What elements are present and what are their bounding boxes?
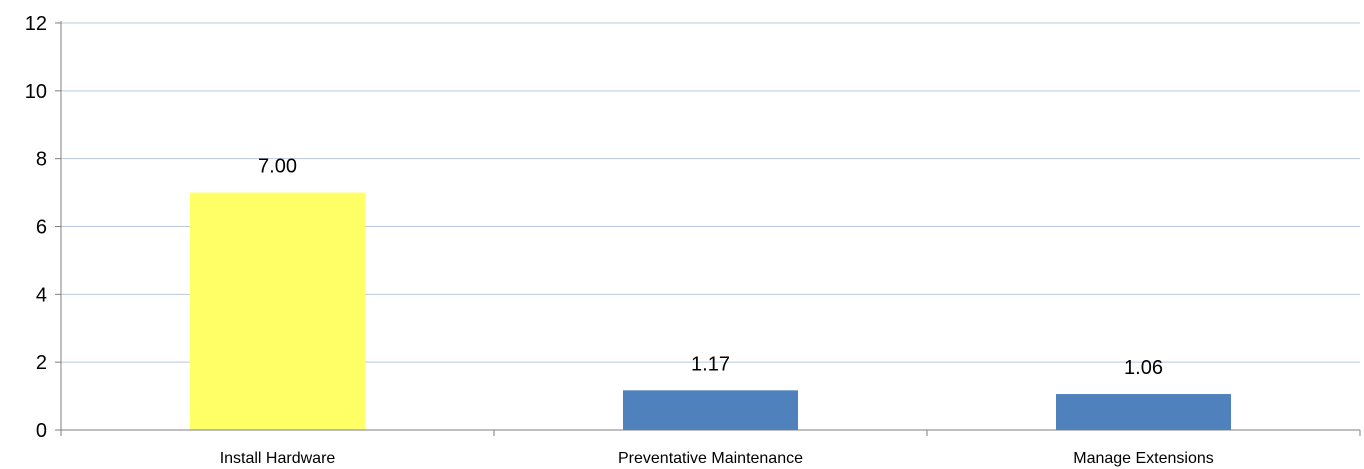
y-tick-label: 0 <box>36 420 47 442</box>
bar-manage-extensions <box>1056 394 1231 430</box>
data-label: 7.00 <box>258 156 297 178</box>
category-label: Preventative Maintenance <box>618 450 803 467</box>
data-labels: 7.00 1.17 1.06 <box>258 156 1163 379</box>
bar-install-hardware <box>190 192 365 430</box>
bar-preventative-maintenance <box>623 390 798 430</box>
category-label: Install Hardware <box>220 450 336 467</box>
y-tick-label: 2 <box>36 352 47 374</box>
category-labels: Install Hardware Preventative Maintenance… <box>220 450 1214 467</box>
data-label: 1.06 <box>1124 357 1163 379</box>
y-tick-label: 12 <box>25 13 47 35</box>
bars <box>190 192 1231 430</box>
axes <box>55 21 1361 436</box>
y-tick-label: 4 <box>36 284 47 306</box>
data-label: 1.17 <box>691 353 730 375</box>
y-tick-labels: 0 2 4 6 8 10 12 <box>25 13 47 442</box>
y-tick-label: 10 <box>25 81 47 103</box>
category-label: Manage Extensions <box>1073 450 1214 467</box>
y-tick-label: 8 <box>36 149 47 171</box>
y-tick-label: 6 <box>36 217 47 239</box>
